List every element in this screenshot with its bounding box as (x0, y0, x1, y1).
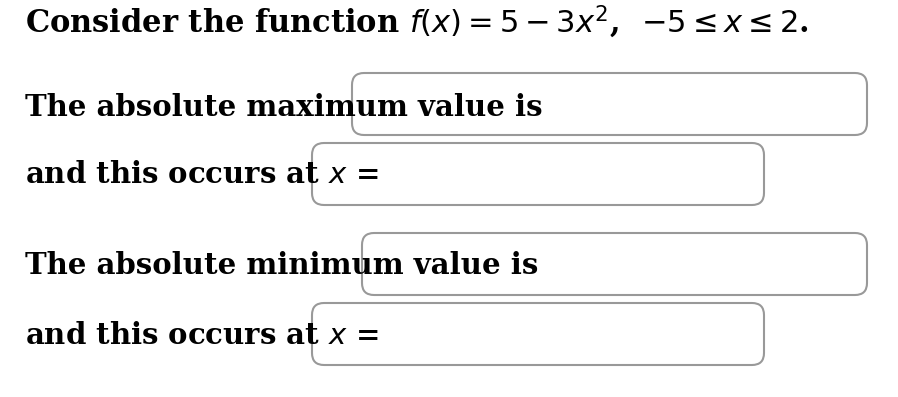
FancyBboxPatch shape (312, 143, 764, 205)
FancyBboxPatch shape (312, 303, 764, 365)
Text: and this occurs at $x$ =: and this occurs at $x$ = (25, 160, 379, 189)
FancyBboxPatch shape (352, 73, 867, 135)
Text: The absolute maximum value is: The absolute maximum value is (25, 93, 542, 121)
Text: and this occurs at $x$ =: and this occurs at $x$ = (25, 320, 379, 349)
Text: Consider the function $f(x) = 5 - 3x^2$,  $-5 \leq x \leq 2$.: Consider the function $f(x) = 5 - 3x^2$,… (25, 3, 808, 40)
FancyBboxPatch shape (362, 233, 867, 295)
Text: The absolute minimum value is: The absolute minimum value is (25, 251, 539, 279)
